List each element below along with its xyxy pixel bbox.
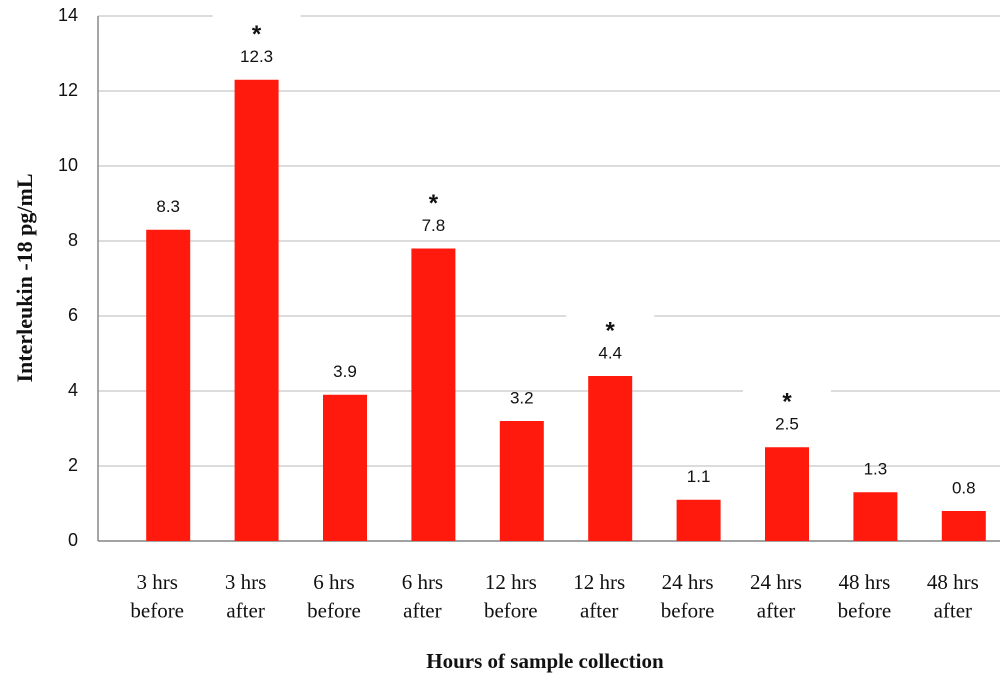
data-label: 1.1 [687,467,711,486]
label-background [743,371,831,432]
label-background [212,3,301,64]
data-label: 12.3 [240,47,273,66]
y-tick-label: 6 [68,305,78,325]
y-axis-title: Interleukin -18 pg/mL [12,173,37,382]
x-tick-label: 12 hrs before [484,570,538,622]
x-tick-label: 48 hrs before [838,570,892,622]
y-tick-label: 14 [58,5,78,25]
significance-marker: * [252,21,262,48]
significance-marker: * [782,389,792,416]
significance-marker: * [429,190,439,217]
x-tick-label: 12 hrs after [573,570,625,622]
bar [765,447,809,541]
x-tick-label: 48 hrs after [927,570,979,622]
bar [323,394,367,541]
data-label: 8.3 [156,197,180,216]
data-label: 7.8 [422,216,446,235]
x-tick-label: 6 hrs before [307,570,361,622]
y-tick-label: 12 [58,80,78,100]
y-tick-label: 2 [68,455,78,475]
label-background [566,300,655,360]
x-tick-label: 3 hrs after [225,570,266,622]
x-tick-label: 6 hrs after [402,570,443,622]
x-tick-label: 24 hrs before [661,570,715,622]
y-tick-label: 0 [68,530,78,550]
x-axis-title: Hours of sample collection [426,649,664,673]
x-tick-label: 3 hrs before [130,570,184,622]
bar [146,229,191,541]
data-label: 3.9 [333,362,357,381]
data-label: 3.2 [510,388,534,407]
y-tick-label: 8 [68,230,78,250]
bar [676,499,721,541]
bar [588,376,633,541]
label-background [389,172,478,233]
data-label: 2.5 [775,415,799,434]
x-tick-label: 24 hrs after [750,570,802,622]
data-label: 0.8 [952,478,976,497]
data-label: 1.3 [864,460,888,479]
bar [234,79,279,541]
bar [853,492,898,541]
significance-marker: * [606,317,616,344]
bar [941,511,986,541]
bar [499,421,544,541]
y-tick-label: 10 [58,155,78,175]
bar [411,248,456,541]
y-tick-label: 4 [68,380,78,400]
data-label: 4.4 [598,343,622,362]
